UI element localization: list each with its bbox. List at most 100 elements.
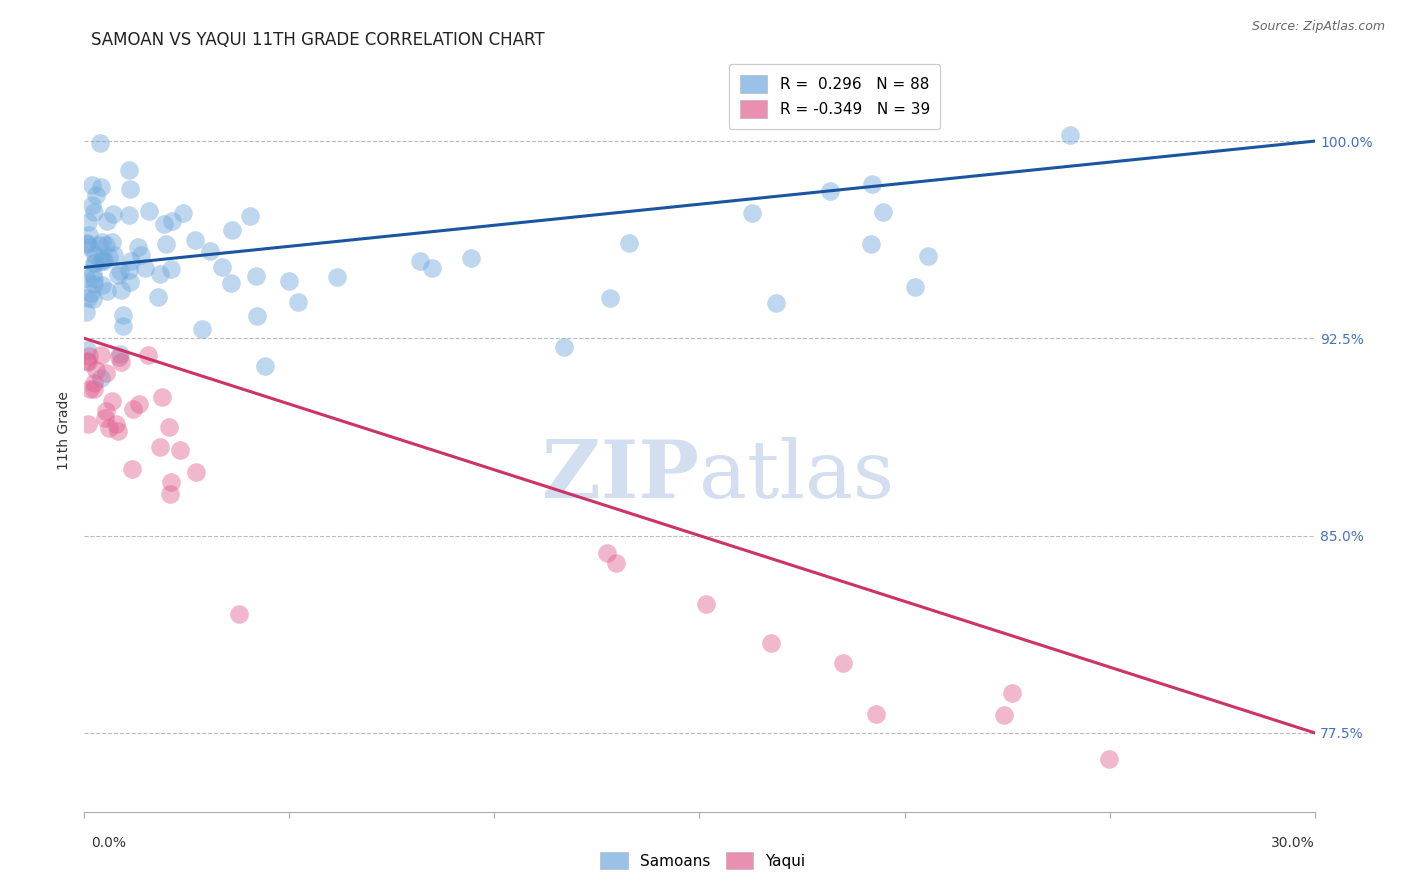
Point xyxy=(765,295,787,310)
Point xyxy=(138,203,160,218)
Point xyxy=(162,214,184,228)
Point xyxy=(101,235,124,250)
Point xyxy=(129,248,152,262)
Point xyxy=(112,319,135,334)
Point xyxy=(77,240,100,254)
Point xyxy=(93,411,115,425)
Point xyxy=(865,707,887,722)
Point xyxy=(97,421,120,435)
Point xyxy=(83,205,105,219)
Point xyxy=(107,268,129,282)
Point xyxy=(155,236,177,251)
Point xyxy=(134,261,156,276)
Point xyxy=(326,269,349,284)
Point xyxy=(160,261,183,276)
Point xyxy=(80,178,103,193)
Point xyxy=(127,240,149,254)
Point xyxy=(110,283,132,297)
Point xyxy=(80,285,103,300)
Point xyxy=(253,359,276,374)
Point xyxy=(79,228,101,243)
Point xyxy=(111,308,134,322)
Text: SAMOAN VS YAQUI 11TH GRADE CORRELATION CHART: SAMOAN VS YAQUI 11TH GRADE CORRELATION C… xyxy=(91,31,546,49)
Point xyxy=(169,443,191,458)
Point xyxy=(76,291,98,305)
Point xyxy=(993,707,1015,722)
Y-axis label: 11th Grade: 11th Grade xyxy=(58,391,72,470)
Text: 30.0%: 30.0% xyxy=(1271,836,1315,850)
Point xyxy=(599,291,621,305)
Text: Source: ZipAtlas.com: Source: ZipAtlas.com xyxy=(1251,20,1385,33)
Point xyxy=(96,285,118,299)
Point xyxy=(118,163,141,178)
Point xyxy=(91,252,114,267)
Point xyxy=(148,440,170,454)
Point xyxy=(553,340,575,354)
Point xyxy=(146,290,169,304)
Point xyxy=(77,215,100,229)
Point xyxy=(82,292,104,306)
Point xyxy=(1097,752,1119,766)
Point xyxy=(860,177,883,191)
Point xyxy=(107,424,129,438)
Point xyxy=(211,260,233,274)
Point xyxy=(83,272,105,286)
Point xyxy=(101,393,124,408)
Point xyxy=(84,248,107,262)
Point xyxy=(87,238,110,252)
Point xyxy=(159,487,181,501)
Point xyxy=(818,184,841,198)
Legend: R =  0.296   N = 88, R = -0.349   N = 39: R = 0.296 N = 88, R = -0.349 N = 39 xyxy=(730,64,941,128)
Point xyxy=(741,206,763,220)
Point xyxy=(872,205,894,219)
Point xyxy=(89,136,111,150)
Point xyxy=(118,275,141,289)
Point xyxy=(91,235,114,250)
Point xyxy=(121,461,143,475)
Point xyxy=(94,404,117,418)
Point xyxy=(76,235,98,250)
Point xyxy=(80,198,103,212)
Point xyxy=(120,182,142,196)
Point xyxy=(93,253,115,268)
Point xyxy=(84,256,107,270)
Point xyxy=(761,636,783,650)
Point xyxy=(101,206,124,220)
Point xyxy=(128,397,150,411)
Point xyxy=(159,475,181,489)
Point xyxy=(108,346,131,360)
Point xyxy=(420,260,443,275)
Point xyxy=(77,417,100,432)
Point xyxy=(191,322,214,336)
Point xyxy=(239,209,262,223)
Point xyxy=(219,276,242,290)
Point xyxy=(904,280,927,294)
Text: atlas: atlas xyxy=(700,437,894,516)
Point xyxy=(110,355,132,369)
Point xyxy=(605,557,627,571)
Point xyxy=(83,277,105,291)
Point xyxy=(91,277,114,292)
Point xyxy=(120,254,142,268)
Point xyxy=(245,268,267,283)
Point xyxy=(83,376,105,390)
Point xyxy=(110,263,132,277)
Point xyxy=(90,371,112,385)
Point xyxy=(79,382,101,396)
Point xyxy=(90,348,112,362)
Point xyxy=(136,348,159,362)
Point xyxy=(83,256,105,270)
Point xyxy=(246,309,269,323)
Point xyxy=(184,233,207,247)
Point xyxy=(409,253,432,268)
Point xyxy=(75,305,97,319)
Point xyxy=(221,223,243,237)
Point xyxy=(76,343,98,358)
Point xyxy=(76,236,98,251)
Point xyxy=(149,267,172,281)
Point xyxy=(859,237,882,252)
Point xyxy=(90,179,112,194)
Point xyxy=(103,248,125,262)
Point xyxy=(153,217,176,231)
Point xyxy=(118,208,141,222)
